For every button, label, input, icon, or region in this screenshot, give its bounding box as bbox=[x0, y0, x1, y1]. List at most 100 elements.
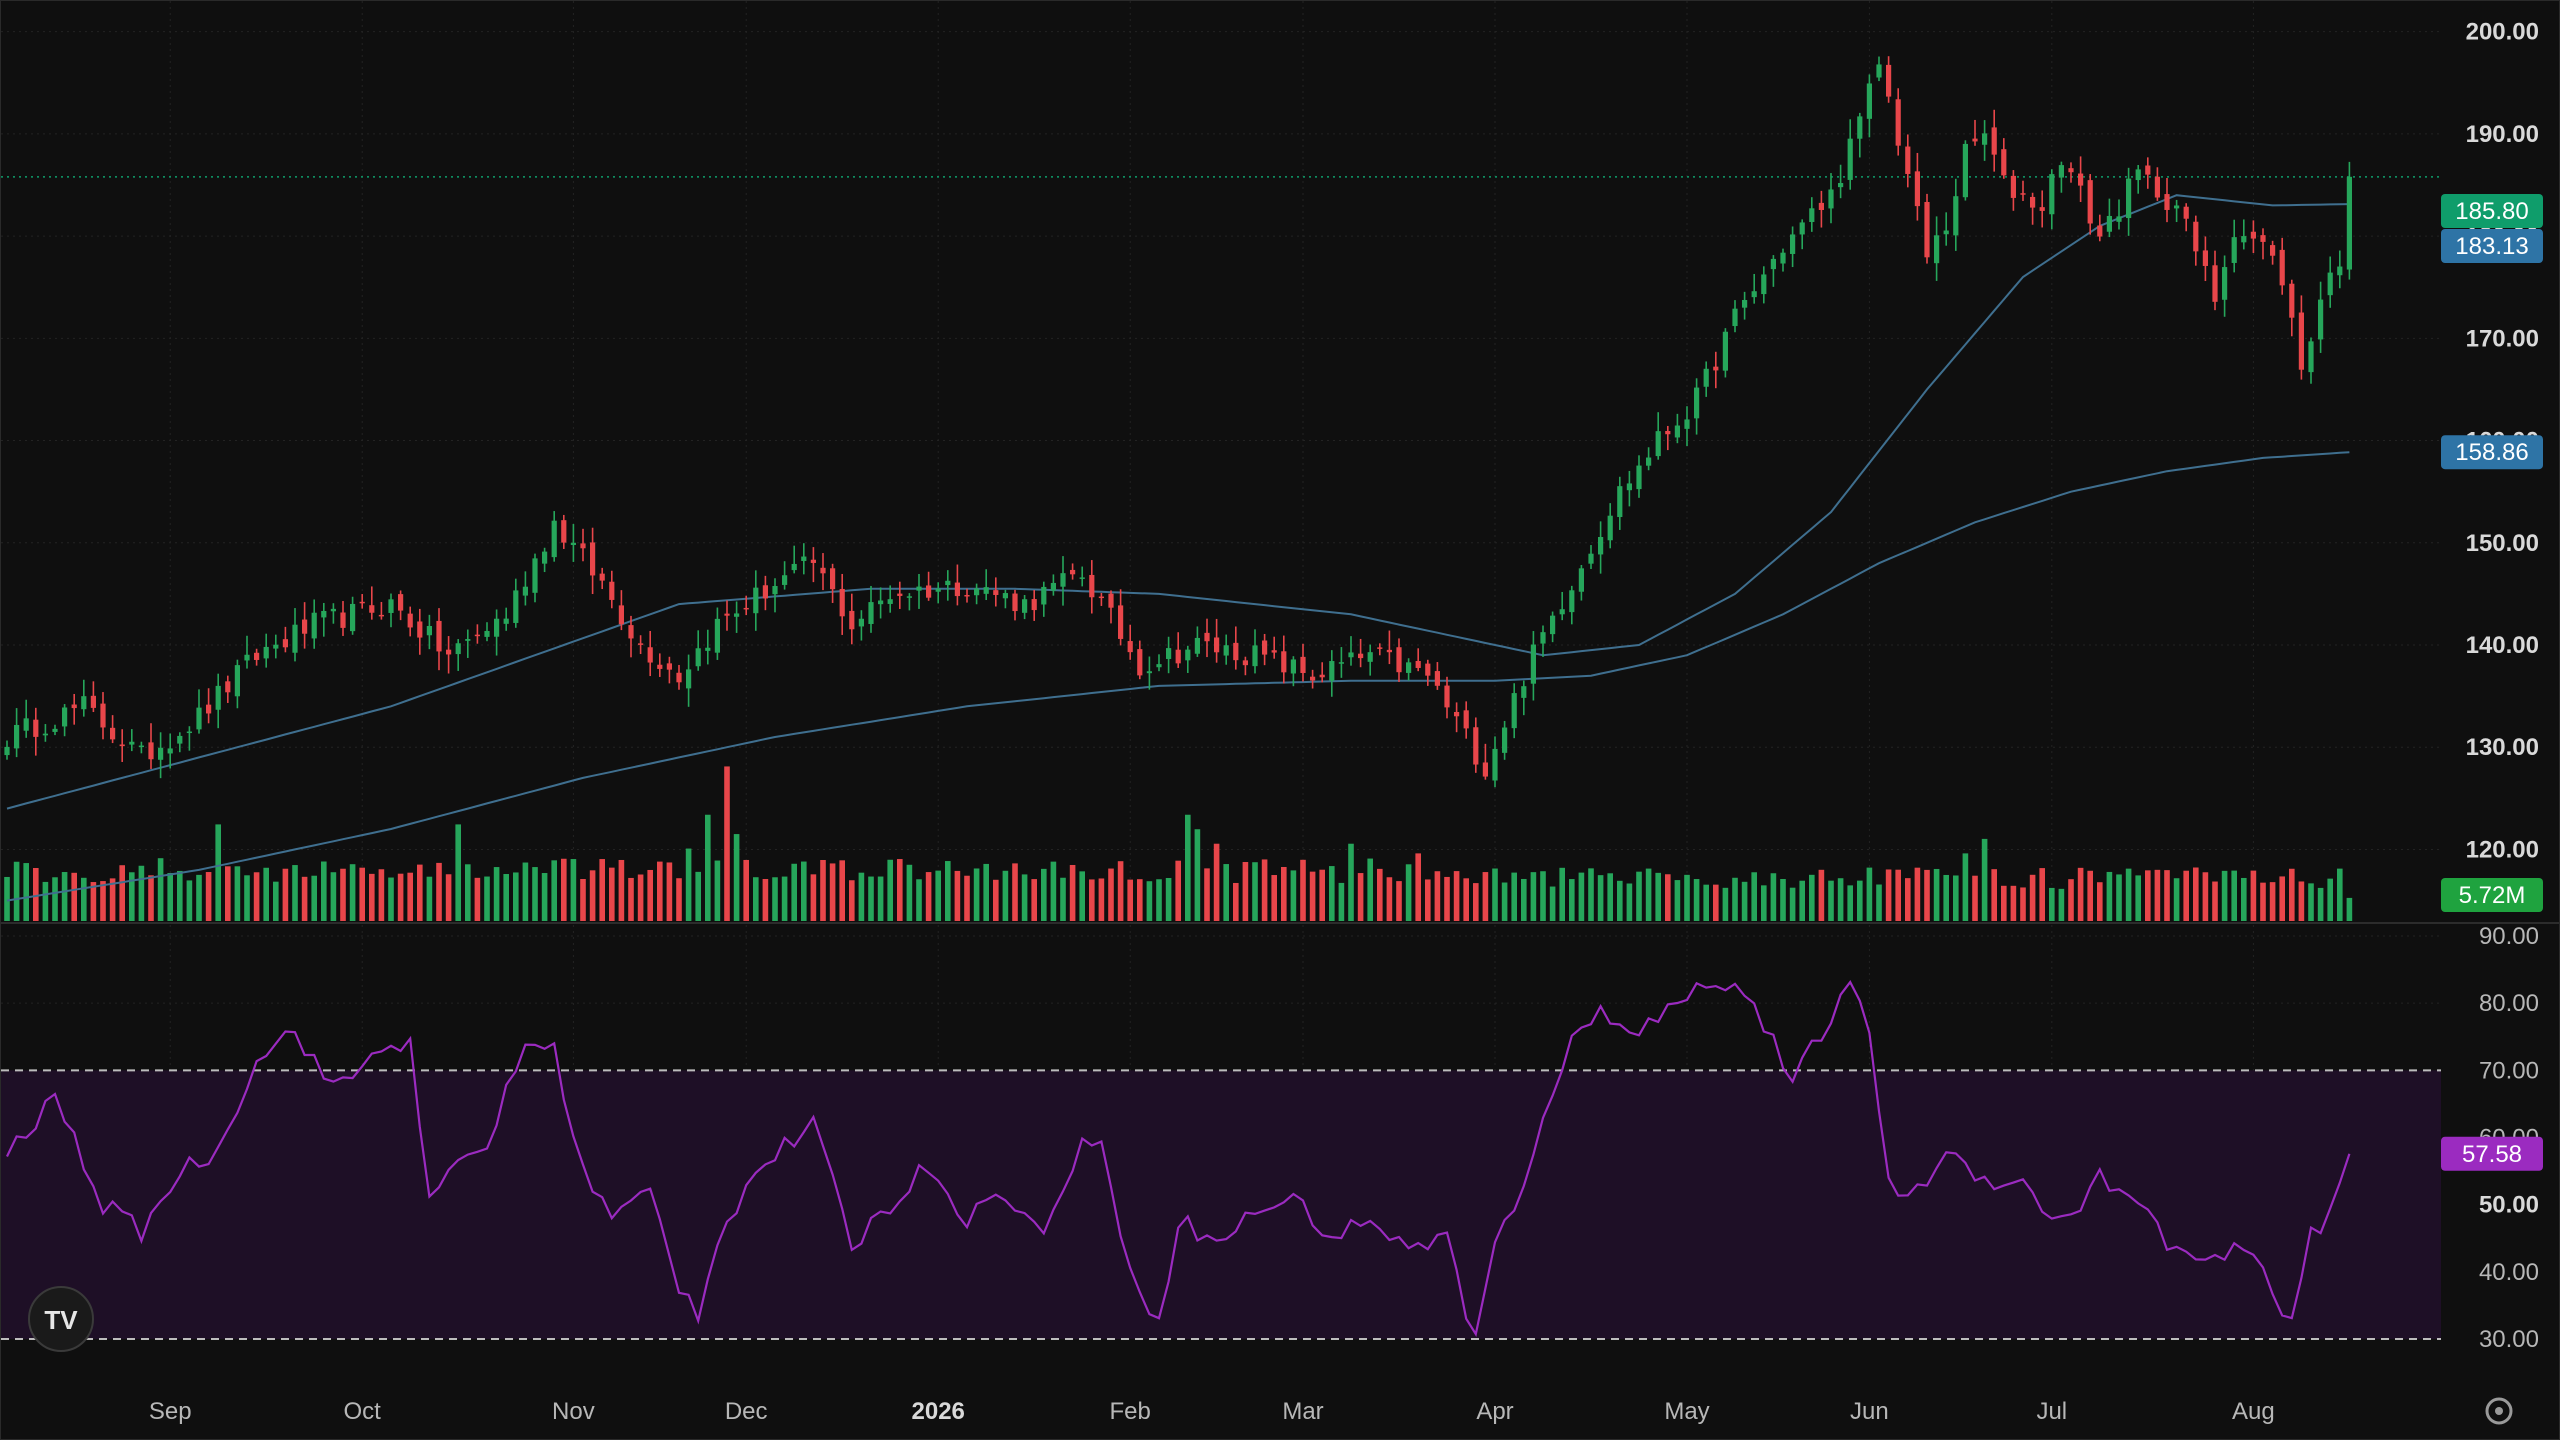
candle-body bbox=[570, 542, 576, 546]
candle-body bbox=[868, 602, 874, 624]
volume-bar bbox=[71, 872, 77, 921]
volume-bar bbox=[570, 859, 577, 921]
volume-bar bbox=[935, 870, 941, 921]
candle-body bbox=[1569, 590, 1575, 613]
candle-body bbox=[292, 624, 298, 653]
candle bbox=[1079, 566, 1085, 587]
volume-bar bbox=[1521, 878, 1527, 921]
volume-bar bbox=[1732, 877, 1738, 921]
volume-bar bbox=[1079, 871, 1085, 921]
candle-body bbox=[1770, 258, 1776, 270]
candle-body bbox=[1482, 762, 1488, 777]
volume-bar bbox=[2231, 870, 2237, 921]
candle-body bbox=[1338, 662, 1344, 664]
candle-body bbox=[42, 733, 48, 736]
volume-bar bbox=[1818, 869, 1825, 921]
volume-bar bbox=[724, 766, 730, 921]
candle-body bbox=[1089, 574, 1095, 598]
candle bbox=[42, 724, 48, 742]
candle-body bbox=[1655, 431, 1661, 457]
volume-bar bbox=[1194, 829, 1201, 921]
candle-body bbox=[1310, 676, 1316, 681]
volume-bar bbox=[186, 880, 193, 921]
candle-body bbox=[369, 605, 375, 613]
candle bbox=[1070, 563, 1076, 580]
candle bbox=[148, 723, 154, 770]
candle-body bbox=[964, 594, 970, 597]
candle bbox=[1482, 743, 1488, 780]
time-tick-label: Sep bbox=[149, 1398, 192, 1425]
volume-bar bbox=[2298, 881, 2305, 921]
tradingview-logo-icon[interactable]: TV bbox=[28, 1286, 94, 1352]
candle-body bbox=[455, 643, 461, 655]
candle bbox=[1031, 590, 1037, 621]
volume-bar bbox=[2241, 877, 2247, 921]
candle bbox=[1329, 650, 1335, 697]
volume-bar bbox=[474, 877, 481, 921]
candle bbox=[1914, 152, 1920, 221]
candle-body bbox=[2106, 215, 2112, 232]
candle-body bbox=[916, 586, 922, 591]
volume-bar bbox=[436, 862, 442, 921]
candle bbox=[897, 581, 903, 609]
candle bbox=[609, 570, 615, 609]
candle bbox=[935, 582, 941, 604]
candle-body bbox=[1646, 457, 1652, 466]
candle-body bbox=[1540, 632, 1546, 644]
candle-body bbox=[820, 567, 826, 574]
candle-body bbox=[1454, 711, 1460, 717]
volume-bar bbox=[695, 871, 701, 921]
volume-bar bbox=[1953, 875, 1959, 921]
candle bbox=[2279, 237, 2285, 295]
candle-body bbox=[2049, 174, 2055, 215]
candle-body bbox=[1742, 300, 1748, 308]
candle-body bbox=[858, 618, 864, 627]
volume-bar bbox=[1991, 869, 1997, 921]
volume-bar bbox=[762, 878, 769, 921]
candle-body bbox=[1521, 686, 1527, 698]
volume-bar bbox=[1137, 879, 1143, 921]
candle-body bbox=[1127, 641, 1133, 653]
volume-bar bbox=[781, 876, 788, 921]
volume-bar bbox=[484, 876, 490, 921]
volume-bar bbox=[2020, 887, 2026, 921]
candle bbox=[1166, 636, 1172, 674]
candle-body bbox=[340, 612, 346, 628]
volume-bar bbox=[1089, 879, 1095, 921]
volume-bar bbox=[1674, 880, 1681, 921]
candle bbox=[1598, 521, 1604, 574]
candle bbox=[1674, 413, 1680, 444]
volume-bar bbox=[282, 868, 289, 921]
volume-bar bbox=[465, 864, 471, 921]
volume-bar bbox=[1434, 871, 1441, 921]
volume-bar bbox=[1588, 868, 1594, 921]
candle-body bbox=[81, 696, 87, 710]
volume-bar bbox=[493, 867, 500, 921]
candle bbox=[129, 729, 135, 752]
volume-bar bbox=[1569, 879, 1575, 921]
candle bbox=[542, 547, 548, 573]
ma-short-tag: 183.13 bbox=[2441, 229, 2543, 263]
candle bbox=[945, 570, 951, 601]
volume-bar bbox=[1050, 861, 1057, 921]
volume-bar bbox=[1933, 868, 1940, 921]
volume-bar bbox=[2308, 883, 2314, 921]
volume-bar bbox=[397, 873, 404, 921]
candle bbox=[1655, 412, 1661, 460]
volume-bar bbox=[1943, 874, 1949, 921]
price-tick-label: 150.00 bbox=[2466, 530, 2539, 557]
candle bbox=[618, 590, 624, 631]
candle-body bbox=[1041, 586, 1047, 605]
candle bbox=[1722, 328, 1728, 378]
volume-bar bbox=[1012, 863, 1018, 921]
candle-body bbox=[1828, 189, 1834, 209]
volume-bar bbox=[1041, 868, 1047, 921]
volume-bar bbox=[1578, 872, 1585, 921]
candle bbox=[1732, 300, 1738, 333]
candle bbox=[215, 673, 221, 729]
volume-bar bbox=[1636, 871, 1642, 921]
candle bbox=[33, 707, 39, 756]
gear-icon[interactable] bbox=[2485, 1397, 2513, 1425]
